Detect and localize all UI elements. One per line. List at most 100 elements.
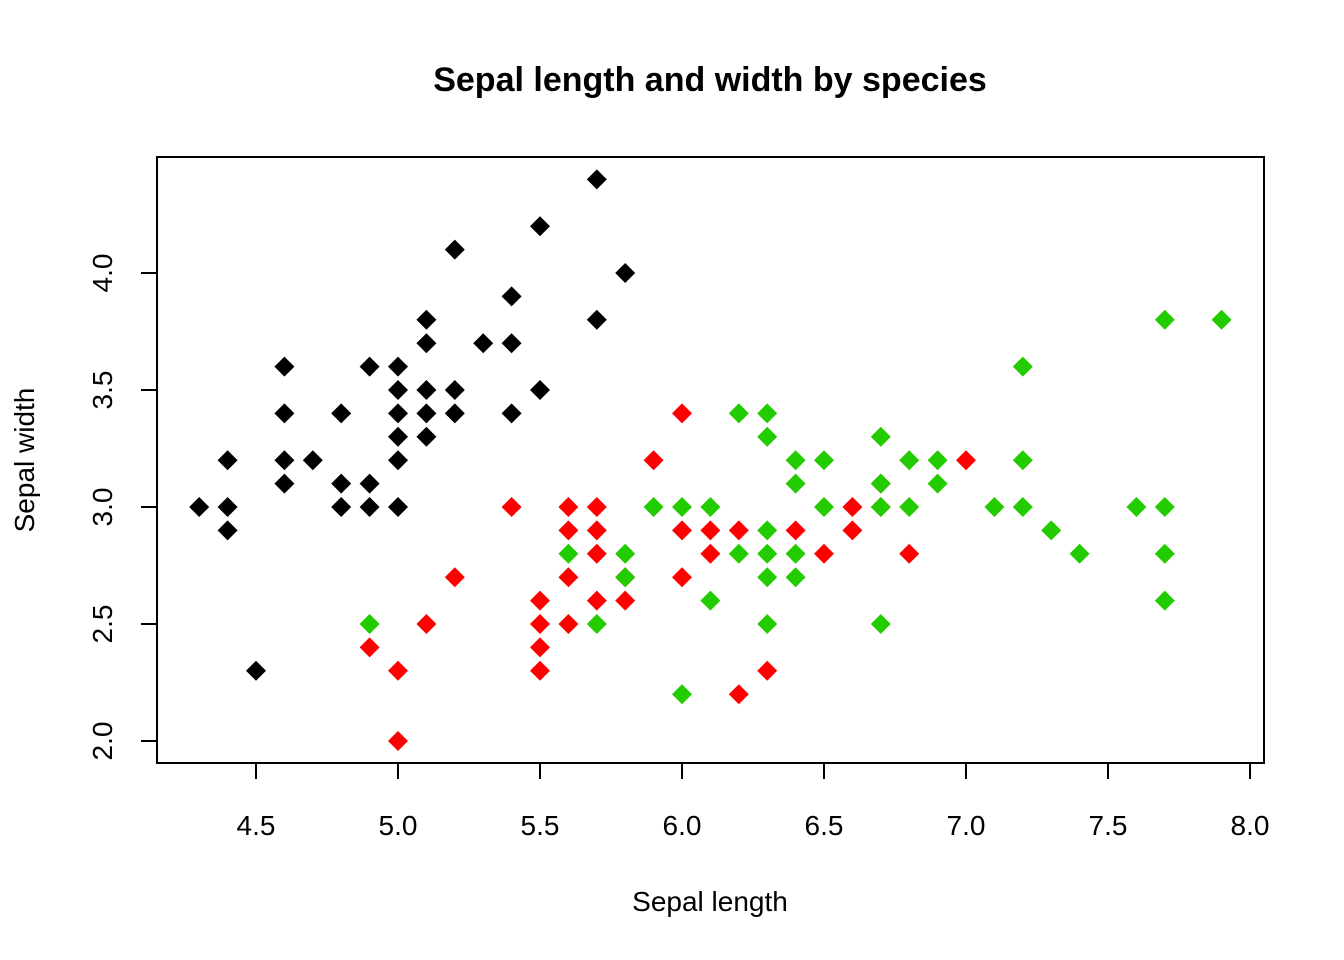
data-point — [984, 497, 1005, 517]
data-point — [416, 333, 437, 354]
data-point — [189, 497, 210, 517]
data-point — [1154, 497, 1175, 517]
data-point — [615, 263, 636, 283]
data-point — [615, 543, 636, 564]
data-point — [416, 380, 437, 400]
data-point — [643, 497, 664, 517]
data-point — [814, 543, 834, 564]
data-point — [728, 520, 749, 541]
data-point — [672, 684, 692, 705]
data-point — [1154, 309, 1175, 330]
data-point — [359, 497, 380, 517]
data-point — [331, 403, 352, 424]
x-tick-label: 4.5 — [237, 810, 276, 841]
data-point — [728, 543, 749, 564]
data-point — [870, 473, 891, 494]
data-point — [870, 426, 891, 447]
y-axis: 2.0 2.5 3.0 3.5 4.0 — [87, 254, 158, 761]
data-point — [1012, 450, 1033, 471]
data-point — [785, 473, 806, 494]
data-point — [1012, 356, 1033, 377]
data-point — [700, 520, 721, 541]
data-point — [388, 660, 408, 681]
data-point — [416, 426, 437, 447]
data-point — [388, 450, 408, 471]
data-point — [444, 239, 465, 260]
data-point — [785, 543, 806, 564]
data-point — [757, 426, 778, 447]
x-axis-label: Sepal length — [632, 886, 788, 917]
data-point — [359, 356, 380, 377]
y-tick-label: 2.5 — [87, 605, 118, 644]
data-point — [388, 380, 408, 400]
x-axis: 4.5 5.0 5.5 6.0 6.5 7.0 7.5 8.0 — [237, 762, 1270, 841]
data-point — [217, 497, 238, 517]
data-point — [217, 450, 238, 471]
data-point — [757, 567, 778, 588]
data-point — [586, 543, 607, 564]
data-point — [899, 543, 920, 564]
data-point — [501, 286, 522, 307]
data-point — [558, 520, 579, 541]
data-point — [728, 684, 749, 705]
data-point — [1211, 309, 1232, 330]
data-point — [1012, 497, 1033, 517]
data-point — [501, 403, 522, 424]
data-point — [814, 450, 834, 471]
data-point — [359, 614, 380, 634]
data-point — [1126, 497, 1147, 517]
data-point — [416, 614, 437, 634]
data-point — [388, 403, 408, 424]
data-point — [586, 520, 607, 541]
x-tick-label: 8.0 — [1231, 810, 1270, 841]
data-point — [530, 660, 550, 681]
data-point — [757, 520, 778, 541]
data-point — [530, 216, 550, 237]
data-point — [899, 450, 920, 471]
data-point — [899, 497, 920, 517]
x-tick-label: 7.0 — [947, 810, 986, 841]
y-tick-label: 4.0 — [87, 254, 118, 293]
data-point — [643, 450, 664, 471]
data-point — [388, 731, 408, 751]
data-point — [842, 520, 863, 541]
plot-frame — [156, 156, 1265, 764]
data-point — [246, 660, 266, 681]
data-point — [501, 333, 522, 354]
x-tick-label: 6.0 — [663, 810, 702, 841]
data-point — [757, 543, 778, 564]
data-point — [558, 497, 579, 517]
data-point — [331, 473, 352, 494]
data-point — [388, 356, 408, 377]
data-point — [615, 590, 636, 611]
data-point — [274, 473, 295, 494]
y-tick-label: 2.0 — [87, 722, 118, 761]
data-point — [672, 567, 692, 588]
data-point — [331, 497, 352, 517]
data-point — [416, 309, 437, 330]
data-point — [842, 497, 863, 517]
y-axis-label: Sepal width — [9, 388, 40, 533]
data-point — [359, 637, 380, 658]
data-point — [530, 637, 550, 658]
data-point — [444, 380, 465, 400]
data-point — [870, 497, 891, 517]
data-point — [501, 497, 522, 517]
data-point — [1154, 543, 1175, 564]
data-point — [274, 356, 295, 377]
x-tick-label: 5.5 — [521, 810, 560, 841]
chart-title: Sepal length and width by species — [433, 61, 987, 99]
data-point — [388, 426, 408, 447]
x-tick-label: 6.5 — [805, 810, 844, 841]
data-point — [672, 520, 692, 541]
data-point — [615, 567, 636, 588]
data-point — [785, 567, 806, 588]
data-point — [586, 497, 607, 517]
data-point — [359, 473, 380, 494]
y-tick-label: 3.0 — [87, 488, 118, 527]
x-tick-label: 7.5 — [1089, 810, 1128, 841]
data-point — [785, 520, 806, 541]
data-point — [274, 450, 295, 471]
data-point — [558, 614, 579, 634]
data-point — [586, 169, 607, 190]
